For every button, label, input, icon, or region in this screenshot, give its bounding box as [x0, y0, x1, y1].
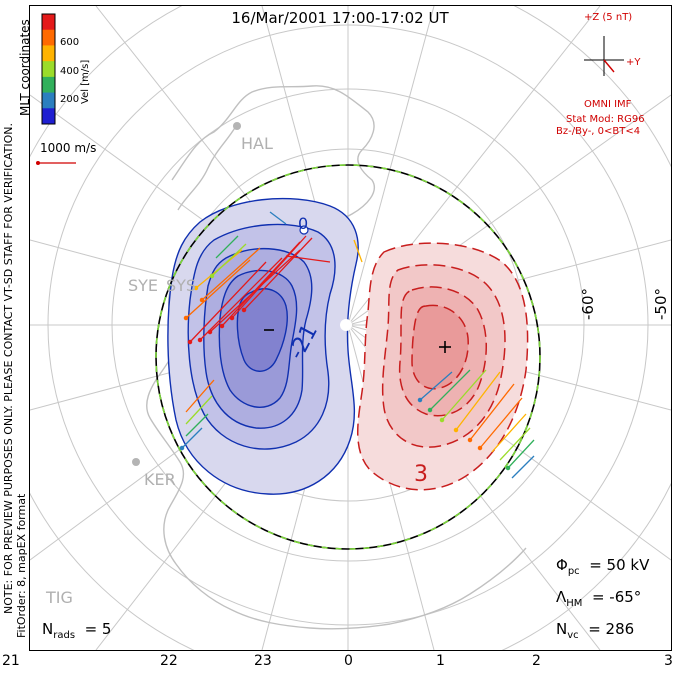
coordinates-label: MLT coordinates — [18, 19, 32, 116]
hm-boundary-latitude: ΛHM = -65° — [556, 588, 642, 609]
hm-boundary-vectors — [155, 164, 541, 550]
imf-condition: Bz-/By-, 0<BT<4 — [556, 126, 641, 137]
map-frame — [29, 5, 672, 651]
cross-polar-potential: Φpc = 50 kV — [556, 556, 650, 577]
station-sye: SYE — [128, 276, 159, 295]
latitude-label-50: -50° — [652, 288, 670, 320]
colorbar-tick-400: 400 — [60, 66, 80, 77]
negative-potential-cell — [167, 197, 359, 495]
colorbar-segment — [42, 61, 55, 78]
mlt-tick-22: 22 — [160, 653, 178, 669]
contour-label-positive: 3 — [414, 462, 428, 487]
colorbar-border — [41, 13, 56, 125]
fit-order-note: FitOrder: 8, mapEX format — [15, 493, 28, 638]
imf-dial — [584, 36, 624, 76]
station-hal: HAL — [241, 134, 273, 153]
contour-label-zero: 0 — [298, 214, 309, 233]
mlt-tick-0: 0 — [344, 653, 353, 669]
colorbar-tick-600: 600 — [60, 37, 80, 48]
station-sys: SYS — [166, 276, 197, 295]
radar-count: Nrads = 5 — [42, 620, 112, 641]
imf-model: Stat Mod: RG96 — [566, 114, 645, 125]
colorbar-tick-200: 200 — [60, 94, 80, 105]
mlt-tick-1: 1 — [436, 653, 445, 669]
vector-count: Nvc = 286 — [556, 620, 635, 641]
colorbar-segment — [42, 45, 55, 62]
colorbar-segment — [42, 92, 55, 109]
mlt-tick-3: 3 — [664, 653, 673, 669]
positive-potential-cell — [357, 242, 529, 491]
mlt-tick-21: 21 — [2, 653, 20, 669]
mlt-tick-23: 23 — [254, 653, 272, 669]
preview-note: NOTE: FOR PREVIEW PURPOSES ONLY. PLEASE … — [2, 122, 15, 614]
colorbar-segment — [42, 76, 55, 94]
imf-source: OMNI IMF — [584, 99, 632, 110]
colorbar-segment — [42, 29, 55, 46]
velocity-vectors — [179, 211, 535, 479]
latitude-label-60: -60° — [579, 288, 597, 320]
imf-plus-y: +Y — [626, 57, 641, 68]
station-tig: TIG — [46, 588, 73, 607]
imf-vector — [603, 59, 615, 73]
colorbar-segment — [42, 108, 55, 125]
mlt-tick-2: 2 — [532, 653, 541, 669]
pole-marker — [340, 319, 352, 331]
velocity-scale-label: 1000 m/s — [40, 141, 97, 155]
map-title: 16/Mar/2001 17:00-17:02 UT — [231, 9, 449, 27]
colorbar-segment — [42, 14, 55, 31]
colorbar-label: Vel [m/s] — [80, 59, 91, 104]
station-ker: KER — [144, 470, 176, 489]
imf-plus-z: +Z (5 nT) — [584, 12, 633, 23]
velocity-colorbar — [41, 13, 56, 125]
